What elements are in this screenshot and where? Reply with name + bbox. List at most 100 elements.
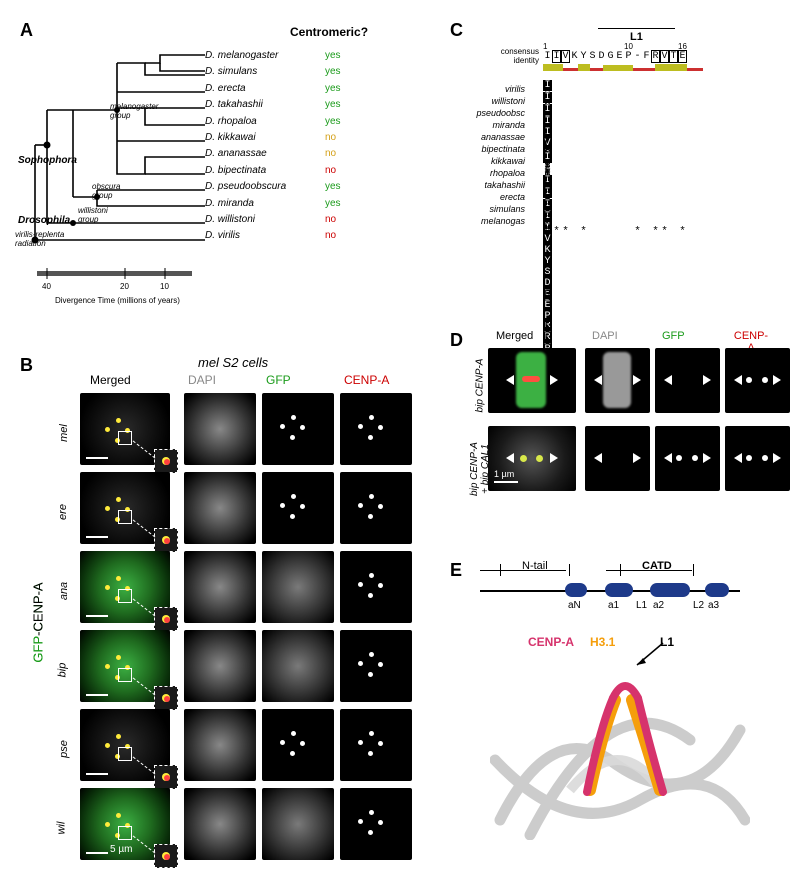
domain-box <box>605 583 633 597</box>
column-header: DAPI <box>592 330 618 342</box>
column-header: DAPI <box>188 373 216 387</box>
alignment-row: rhopaloaLIIQYSQGDP-MRVTE <box>450 164 525 176</box>
consensus-identity-label: consensusidentity <box>485 47 539 65</box>
gfp-image <box>262 551 334 623</box>
l1-struct-label: L1 <box>660 635 674 649</box>
panel-c: L1 consensusidentity 11016 IIVKYSDGEP-FR… <box>450 20 780 280</box>
mel-s2-title: mel S2 cells <box>198 355 268 370</box>
row-species-label: ana <box>58 582 70 600</box>
gfp-image <box>262 472 334 544</box>
h3-struct-label: H3.1 <box>590 635 615 649</box>
species-name: D. erecta <box>205 81 286 97</box>
cenpa-image <box>340 709 412 781</box>
cenpa-image <box>340 551 412 623</box>
species-name: D. willistoni <box>205 212 286 228</box>
domain-box <box>565 583 587 597</box>
alignment-row: erectaFIVKYSDGEP-LRVSE <box>450 188 525 200</box>
domain-label: L2 <box>693 600 704 611</box>
panel-d: MergedDAPIGFPCENP-A bip CENP-Abip CENP-A… <box>450 330 770 530</box>
dapi-image <box>184 709 256 781</box>
dapi-image <box>184 472 256 544</box>
species-list: D. melanogasterD. simulansD. erectaD. ta… <box>205 48 286 245</box>
subgenus-label: Drosophila <box>18 215 70 226</box>
l1-bracket-label: L1 <box>598 28 675 43</box>
cenpa-image <box>340 630 412 702</box>
column-header: Merged <box>496 330 533 342</box>
row-species-label: bip <box>56 663 68 678</box>
dapi-image <box>184 788 256 860</box>
centromeric-value: yes <box>325 48 341 64</box>
cenpa-image <box>725 426 790 491</box>
centromeric-value: no <box>325 130 341 146</box>
domain-label: a2 <box>653 600 664 611</box>
species-name: D. ananassae <box>205 146 286 162</box>
row-species-label: pse <box>58 740 70 758</box>
consensus-row: IIVKYSDGEP-FRVTE <box>543 50 687 63</box>
centromeric-list: yesyesyesyesyesnononoyesyesnono <box>325 48 341 245</box>
domain-box <box>705 583 729 597</box>
panel-b: mel S2 cells MergedDAPIGFPCENP-A melerea… <box>20 355 415 875</box>
species-name: D. rhopaloa <box>205 114 286 130</box>
dapi-image <box>184 551 256 623</box>
alignment-species-label: melanogas <box>450 216 525 226</box>
gfp-image <box>262 709 334 781</box>
subgenus-label: Sophophora <box>18 155 77 166</box>
domain-label: aN <box>568 600 581 611</box>
domain-label: a1 <box>608 600 619 611</box>
dapi-image <box>184 393 256 465</box>
dapi-image <box>184 630 256 702</box>
cenpa-structure <box>490 640 750 840</box>
species-name: D. melanogaster <box>205 48 286 64</box>
conservation-stars: *** * * ** * <box>543 226 687 238</box>
cenpa-image <box>725 348 790 413</box>
alignment-row: willistoniILQYNSSETDAYRMTA <box>450 92 525 104</box>
alignment-row: ananassaeLLYSEGAHQP-FKITA <box>450 128 525 140</box>
species-name: D. bipectinata <box>205 163 286 179</box>
domain-label: a3 <box>708 600 719 611</box>
scalebar-label: 1 µm <box>494 469 514 479</box>
alignment-row: mirandaIIVNLTGLSSAFRVTQ <box>450 116 525 128</box>
domain-box <box>650 583 690 597</box>
merged-image <box>80 630 170 702</box>
group-label: willistonigroup <box>78 206 108 224</box>
gfp-image <box>262 788 334 860</box>
alignment-row: kikkawaiILTQLAGYEAGMRVTQ <box>450 152 525 164</box>
gfp-cenpa-side-label-green: GFP-CENP-A <box>31 582 46 662</box>
centromeric-value: yes <box>325 114 341 130</box>
centromeric-value: no <box>325 228 341 244</box>
dapi-image <box>585 426 650 491</box>
group-label: obscuragroup <box>92 182 120 200</box>
centromeric-value: yes <box>325 196 341 212</box>
row-species-label: wil <box>55 822 67 835</box>
alignment-row: bipectinataLL---YSQGSMFKIST <box>450 140 525 152</box>
centromeric-value: yes <box>325 81 341 97</box>
row-species-label: mel <box>58 424 70 442</box>
axis-tick: 40 <box>42 282 51 291</box>
column-header: Merged <box>90 373 131 387</box>
alignment-row: pseudoobscIIVNLTGSSSDFRVTQ <box>450 104 525 116</box>
axis-label: Divergence Time (millions of years) <box>55 296 180 305</box>
axis-tick: 10 <box>160 282 169 291</box>
gfp-image <box>655 426 720 491</box>
gfp-image <box>655 348 720 413</box>
merged-image <box>80 393 170 465</box>
column-header: CENP-A <box>344 373 389 387</box>
species-name: D. virilis <box>205 228 286 244</box>
centromeric-value: no <box>325 212 341 228</box>
column-header: GFP <box>662 330 685 342</box>
merged-image <box>80 472 170 544</box>
figure-container: A Centromeric? <box>20 20 780 870</box>
merged-image <box>488 348 576 413</box>
merged-image <box>80 709 170 781</box>
centromeric-value: no <box>325 146 341 162</box>
centromeric-value: yes <box>325 64 341 80</box>
species-name: D. simulans <box>205 64 286 80</box>
alignment-row: simulansFIMKYSDGEP-LRVTE <box>450 200 525 212</box>
merged-image <box>80 551 170 623</box>
merged-image: 1 µm <box>488 426 576 491</box>
group-label: melanogastergroup <box>110 102 158 120</box>
cenpa-struct-label: CENP-A <box>528 635 574 649</box>
gfp-image <box>262 393 334 465</box>
centromeric-value: yes <box>325 179 341 195</box>
identity-bar <box>543 64 723 72</box>
